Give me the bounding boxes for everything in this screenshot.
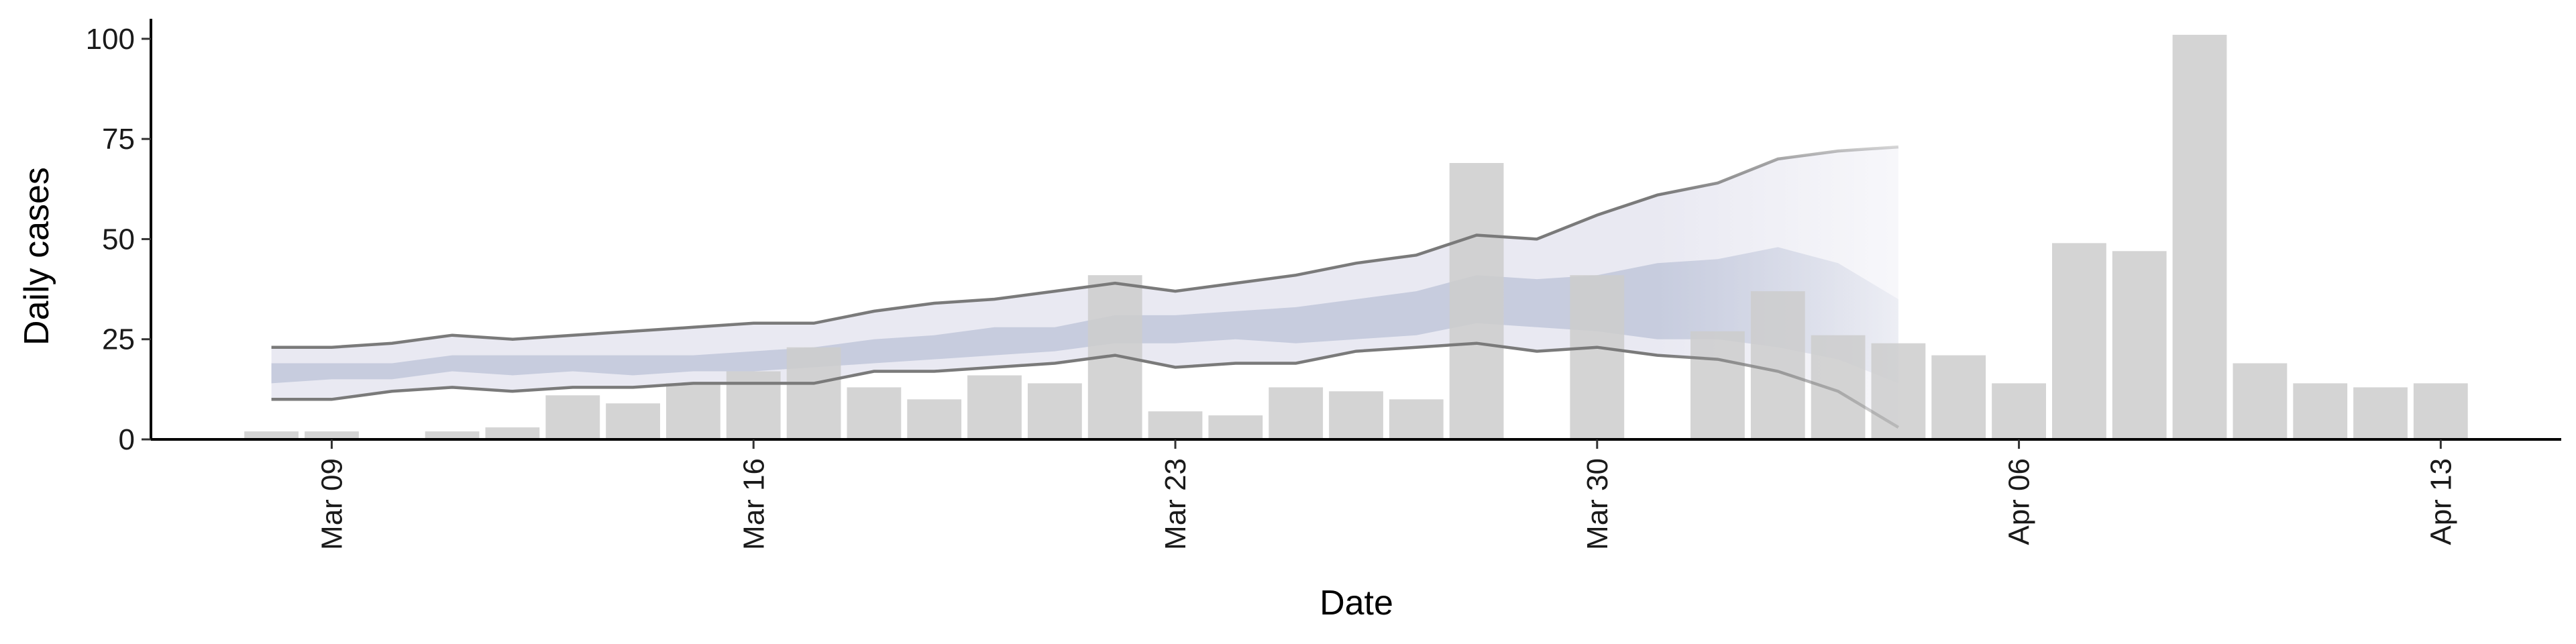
x-tick-label: Mar 30 [1581, 458, 1614, 550]
x-tick-label: Mar 09 [316, 458, 349, 550]
lower-bound-line [271, 341, 1900, 429]
x-axis-title: Date [1320, 584, 1393, 623]
y-tick-label: 25 [102, 323, 135, 356]
bar [425, 431, 480, 439]
bar [1329, 391, 1383, 439]
bar [1028, 383, 1082, 439]
bar [1992, 383, 2046, 439]
y-tick-label: 75 [102, 123, 135, 156]
bar [786, 347, 841, 439]
bar [244, 431, 299, 439]
bar [2112, 251, 2167, 439]
bar [1811, 335, 1866, 439]
bar [2353, 387, 2408, 439]
bar [305, 431, 359, 439]
bar [1750, 291, 1805, 439]
bar [1570, 275, 1625, 439]
bar [1269, 387, 1324, 439]
y-tick-label: 50 [102, 223, 135, 256]
bar [1148, 411, 1203, 439]
bar [606, 403, 660, 439]
bar [2233, 363, 2288, 439]
bar [1871, 343, 1926, 439]
bar [726, 371, 781, 439]
bar [2172, 34, 2227, 439]
bar [847, 387, 902, 439]
bar [1208, 415, 1263, 439]
bar [967, 375, 1022, 439]
bar [2413, 383, 2468, 439]
bar [1449, 163, 1504, 439]
bar [907, 399, 962, 439]
upper-bound-line [271, 145, 1899, 349]
bar [485, 427, 540, 439]
x-tick-label: Mar 23 [1159, 458, 1192, 550]
bar [2293, 383, 2348, 439]
x-tick-label: Apr 06 [2003, 458, 2036, 545]
x-tick-label: Apr 13 [2424, 458, 2457, 545]
bar [545, 395, 600, 439]
y-tick-label: 0 [119, 423, 135, 456]
bar [1389, 399, 1444, 439]
bar [2052, 243, 2106, 439]
y-tick-label: 100 [86, 23, 135, 56]
bar [1931, 355, 1986, 439]
bar [1690, 331, 1745, 439]
interval-boundary-lines [271, 145, 1900, 429]
bar [666, 383, 720, 439]
y-axis-title: Daily cases [17, 167, 56, 345]
axes: 0 25 50 75 100 Mar 09 Mar 16 Mar 23 Mar 30 Apr 06… [86, 19, 2561, 550]
x-tick-label: Mar 16 [737, 458, 770, 550]
